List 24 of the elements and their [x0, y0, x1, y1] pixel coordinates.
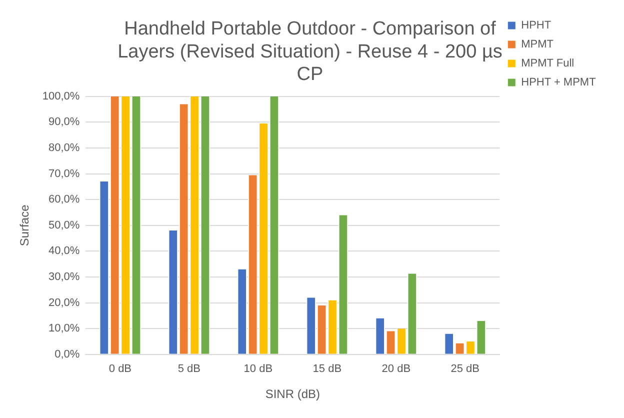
y-tick-label: 100,0%: [42, 90, 80, 102]
y-axis-title: Surface: [18, 204, 32, 246]
x-tick-label: 5 dB: [178, 363, 201, 376]
legend-label: MPMT Full: [521, 58, 574, 70]
x-tick-label: 15 dB: [312, 363, 342, 376]
y-tick-label: 20,0%: [48, 296, 80, 309]
legend-label: HPHT + MPMT: [521, 76, 596, 89]
y-tick-label: 80,0%: [48, 142, 80, 154]
x-tick-label: 0 dB: [108, 363, 132, 376]
x-tick-label: 20 dB: [382, 363, 411, 376]
y-tick-label: 10,0%: [48, 322, 80, 335]
legend-label: MPMT: [521, 38, 554, 51]
y-tick-label: 0,0%: [54, 348, 80, 360]
x-tick-label: 25 dB: [450, 363, 480, 376]
y-tick-label: 30,0%: [48, 271, 80, 284]
y-tick-label: 60,0%: [48, 194, 80, 206]
y-tick-label: 70,0%: [48, 168, 80, 180]
x-tick-label: 10 dB: [244, 363, 273, 376]
y-tick-label: 40,0%: [48, 245, 80, 258]
x-axis-title: SINR (dB): [265, 387, 320, 402]
legend-label: HPHT: [521, 20, 552, 32]
y-tick-label: 50,0%: [48, 219, 80, 232]
chart-title: Handheld Portable Outdoor - Comparison of Layers (Revised Situation) - Reuse 4 - 200 µs CP: [118, 18, 502, 86]
y-tick-label: 90,0%: [48, 116, 80, 128]
